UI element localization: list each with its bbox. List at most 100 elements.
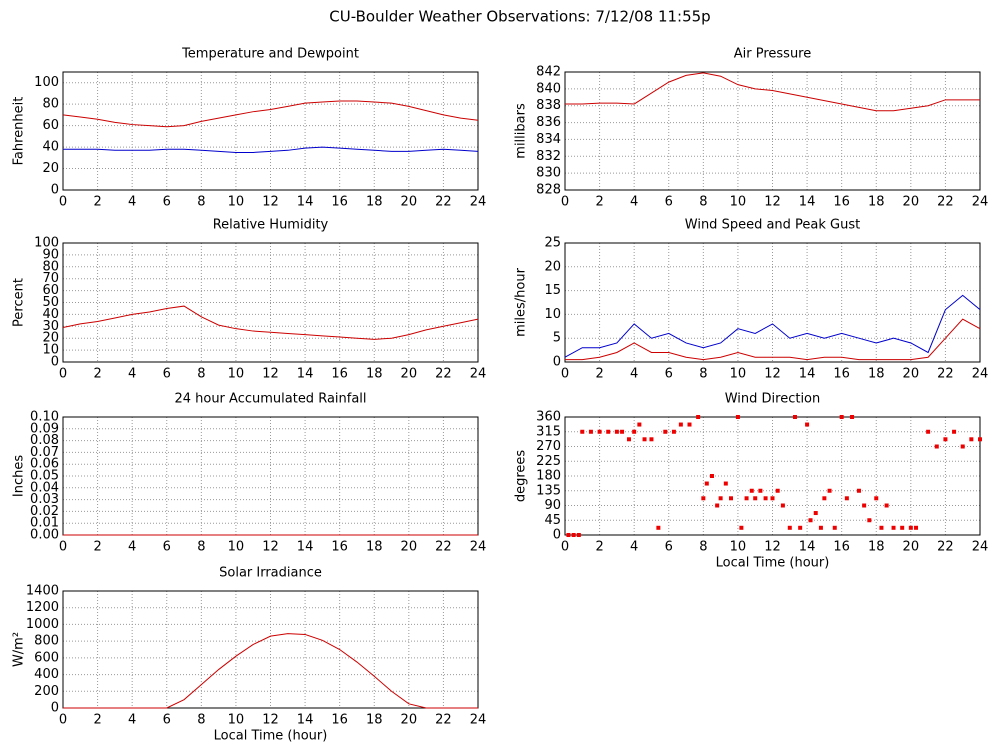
x-tick-label: 16 [833, 540, 850, 555]
x-tick-label: 4 [630, 540, 638, 555]
y-tick-label: 40 [42, 307, 59, 322]
data-point [969, 437, 974, 442]
data-point [663, 429, 668, 434]
y-tick-label: 200 [34, 684, 59, 699]
data-point [775, 488, 780, 493]
data-point [874, 496, 879, 501]
data-point [867, 518, 872, 523]
y-tick-label: 10 [42, 343, 59, 358]
y-tick-label: 0.02 [30, 504, 59, 519]
y-tick-label: 0 [51, 183, 59, 198]
x-tick-label: 4 [128, 367, 136, 382]
data-point [597, 429, 602, 434]
data-point [780, 503, 785, 508]
y-tick-label: 100 [34, 75, 59, 90]
data-point [739, 525, 744, 530]
y-tick-label: 0.10 [30, 410, 59, 425]
data-point [649, 437, 654, 442]
x-tick-label: 4 [630, 367, 638, 382]
plot-frame [564, 416, 981, 536]
y-tick-label: 0.01 [30, 516, 59, 531]
x-tick-label: 0 [59, 713, 67, 728]
x-tick-label: 6 [163, 367, 171, 382]
x-tick-label: 16 [833, 367, 850, 382]
x-tick-label: 2 [93, 367, 101, 382]
y-axis-label: Fahrenheit [12, 97, 27, 166]
y-tick-label: 0.04 [30, 480, 59, 495]
x-tick-label: 0 [561, 195, 569, 210]
chart-title: Solar Irradiance [219, 566, 322, 581]
x-tick-label: 16 [331, 713, 348, 728]
x-tick-label: 4 [128, 195, 136, 210]
data-point [792, 415, 797, 419]
y-tick-label: 0 [51, 701, 59, 716]
data-point [879, 525, 884, 530]
data-point [832, 525, 837, 530]
x-tick-label: 2 [595, 540, 603, 555]
x-tick-label: 20 [903, 367, 920, 382]
y-tick-label: 0.08 [30, 433, 59, 448]
data-point [900, 525, 905, 530]
page-title: CU-Boulder Weather Observations: 7/12/08… [329, 8, 710, 26]
y-axis-label: Percent [12, 278, 27, 327]
data-point [813, 511, 818, 516]
data-point [934, 444, 939, 449]
y-tick-label: 180 [536, 469, 561, 484]
data-line [62, 305, 479, 340]
data-line [63, 633, 478, 709]
x-tick-label: 20 [903, 195, 920, 210]
x-tick-label: 10 [228, 540, 245, 555]
x-tick-label: 24 [972, 367, 989, 382]
chart-title: 24 hour Accumulated Rainfall [174, 392, 366, 407]
data-point [744, 496, 749, 501]
data-point [671, 429, 676, 434]
x-tick-label: 8 [699, 367, 707, 382]
data-line [565, 318, 981, 361]
x-tick-label: 20 [401, 540, 418, 555]
x-tick-label: 0 [59, 367, 67, 382]
chart-title: Relative Humidity [213, 218, 329, 233]
data-point [763, 496, 768, 501]
y-tick-label: 10 [544, 307, 561, 322]
x-tick-label: 14 [799, 195, 816, 210]
y-tick-label: 0.05 [30, 469, 59, 484]
y-tick-label: 1400 [26, 584, 59, 599]
x-tick-label: 10 [228, 367, 245, 382]
x-tick-label: 8 [197, 195, 205, 210]
x-tick-label: 16 [331, 367, 348, 382]
y-tick-label: 50 [42, 295, 59, 310]
data-line [564, 294, 981, 358]
x-tick-label: 12 [764, 195, 781, 210]
y-axis-label: W/m² [12, 632, 27, 667]
x-tick-label: 12 [262, 367, 279, 382]
y-tick-label: 360 [536, 410, 561, 425]
x-tick-label: 8 [197, 367, 205, 382]
y-tick-label: 0 [553, 528, 561, 543]
plot-frame [564, 242, 981, 363]
plot-frame [564, 71, 981, 191]
x-tick-label: 10 [228, 195, 245, 210]
data-point [884, 503, 889, 508]
data-point [856, 488, 861, 493]
chart-title: Temperature and Dewpoint [181, 47, 359, 62]
x-tick-label: 14 [799, 540, 816, 555]
x-tick-label: 24 [470, 540, 487, 555]
x-tick-label: 8 [197, 713, 205, 728]
x-tick-label: 0 [59, 195, 67, 210]
data-point [656, 525, 661, 530]
data-point [632, 429, 637, 434]
y-tick-label: 400 [34, 667, 59, 682]
data-point [908, 525, 913, 530]
x-tick-label: 0 [561, 367, 569, 382]
chart-title: Wind Speed and Peak Gust [685, 218, 860, 233]
y-tick-label: 15 [544, 283, 561, 298]
y-tick-label: 135 [536, 483, 561, 498]
x-tick-label: 10 [730, 540, 747, 555]
data-point [827, 488, 832, 493]
x-tick-label: 14 [297, 195, 314, 210]
data-point [687, 422, 692, 427]
x-tick-label: 18 [868, 540, 885, 555]
x-tick-label: 24 [470, 195, 487, 210]
x-tick-label: 12 [262, 540, 279, 555]
data-point [715, 503, 720, 508]
